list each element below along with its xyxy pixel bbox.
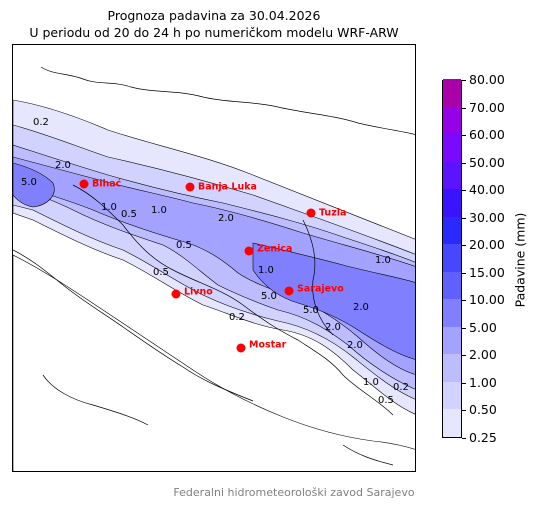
contour-label: 0.5: [176, 240, 192, 251]
colorbar-tick: [462, 410, 466, 412]
sea-area: [13, 254, 415, 471]
precip-area-5.0: [252, 242, 415, 360]
colorbar-tick: [462, 438, 466, 439]
colorbar-segment: [443, 78, 461, 107]
footer-credit: Federalni hidrometeorološki zavod Saraje…: [173, 486, 415, 499]
city-label-mostar: Mostar: [249, 340, 287, 351]
colorbar-segment: [443, 326, 461, 355]
city-label-livno: Livno: [184, 287, 213, 298]
city-mostar[interactable]: Mostar: [236, 340, 287, 353]
contour-label: 1.0: [101, 202, 117, 213]
colorbar-tick: [462, 135, 466, 137]
colorbar-tick-label: 70.00: [469, 99, 505, 115]
colorbar-segment: [443, 271, 461, 300]
colorbar-tick: [462, 190, 466, 192]
city-livno[interactable]: Livno: [171, 287, 214, 299]
contour-label: 2.0: [55, 160, 71, 171]
colorbar-tick-label: 2.00: [469, 347, 497, 363]
colorbar-tick-label: 5.00: [469, 319, 497, 335]
colorbar-tick-label: 15.00: [469, 264, 505, 280]
contour-label: 0.2: [33, 117, 49, 128]
contour-label: 0.2: [393, 382, 409, 393]
precipitation-map: Bihać Banja Luka Tuzla Zenica Livno Sara…: [12, 44, 416, 472]
contour-label: 0.2: [229, 312, 245, 323]
colorbar-segment: [443, 408, 461, 437]
colorbar-segment: [443, 298, 461, 327]
contour-label: 0.5: [153, 267, 169, 278]
colorbar-segment: [443, 106, 461, 135]
city-label-bihac: Bihać: [92, 179, 122, 190]
contour-label: 5.0: [21, 177, 37, 188]
borders: [13, 66, 415, 466]
contour-label: 1.0: [258, 265, 274, 276]
colorbar-tick: [462, 162, 466, 164]
contour-label: 0.5: [121, 209, 137, 220]
colorbar-segment: [443, 188, 461, 217]
contour-label: 2.0: [347, 340, 363, 351]
colorbar-tick-label: 40.00: [469, 182, 505, 198]
contour-labels: 0.2 2.0 5.0 1.0 0.5 2.0 1.0 0.5 0.5 1.0 …: [21, 117, 409, 406]
colorbar-tick-label: 20.00: [469, 237, 505, 253]
colorbar-tick-label: 1.00: [469, 374, 497, 390]
contour-label: 2.0: [218, 213, 234, 224]
contour-label: 2.0: [325, 322, 341, 333]
map-title: Prognoza padavina za 30.04.2026: [107, 8, 321, 23]
colorbar-tick: [462, 107, 466, 109]
contour-label: 0.5: [378, 395, 394, 406]
colorbar-tick-label: 0.25: [469, 430, 497, 445]
city-label-tuzla: Tuzla: [319, 208, 346, 219]
city-sarajevo[interactable]: Sarajevo: [284, 284, 345, 296]
colorbar-segment: [443, 161, 461, 190]
colorbar-tick-label: 60.00: [469, 127, 505, 143]
city-label-zenica: Zenica: [257, 244, 292, 255]
city-markers: Bihać Banja Luka Tuzla Zenica Livno Sara…: [79, 179, 347, 353]
colorbar-tick: [462, 245, 466, 247]
precip-area-5.0-west: [13, 162, 55, 208]
city-label-sarajevo: Sarajevo: [297, 284, 344, 295]
contour-label: 1.0: [375, 255, 391, 266]
colorbar: [442, 78, 462, 438]
colorbar-segment: [443, 381, 461, 410]
city-label-banja-luka: Banja Luka: [198, 182, 257, 193]
colorbar-tick-label: 0.50: [469, 402, 497, 418]
contour-label: 5.0: [261, 291, 277, 302]
colorbar-tick-label: 30.00: [469, 209, 505, 225]
contour-label: 5.0: [303, 305, 319, 316]
colorbar-tick-label: 80.00: [469, 72, 505, 87]
contour-label: 1.0: [151, 205, 167, 216]
colorbar-tick: [462, 355, 466, 357]
map-subtitle: U periodu od 20 do 24 h po numeričkom mo…: [29, 25, 399, 40]
colorbar-tick: [462, 300, 466, 302]
contour-label: 1.0: [363, 377, 379, 388]
city-banja-luka[interactable]: Banja Luka: [185, 182, 257, 193]
colorbar-segment: [443, 133, 461, 162]
colorbar-segment: [443, 216, 461, 245]
contour-label: 2.0: [353, 302, 369, 313]
city-zenica[interactable]: Zenica: [244, 244, 293, 256]
city-tuzla[interactable]: Tuzla: [306, 208, 347, 219]
colorbar-label: Padavine (mm): [512, 212, 528, 308]
colorbar-tick: [462, 80, 466, 81]
map-canvas: Bihać Banja Luka Tuzla Zenica Livno Sara…: [13, 66, 415, 471]
colorbar-tick: [462, 217, 466, 219]
colorbar-tick-label: 50.00: [469, 154, 505, 170]
precip-area-2.0: [13, 156, 415, 375]
colorbar-tick: [462, 327, 466, 329]
colorbar-tick-label: 10.00: [469, 292, 505, 308]
colorbar-segment: [443, 243, 461, 272]
colorbar-tick: [462, 272, 466, 274]
colorbar-segment: [443, 353, 461, 382]
city-bihac[interactable]: Bihać: [79, 179, 122, 190]
colorbar-tick: [462, 382, 466, 384]
